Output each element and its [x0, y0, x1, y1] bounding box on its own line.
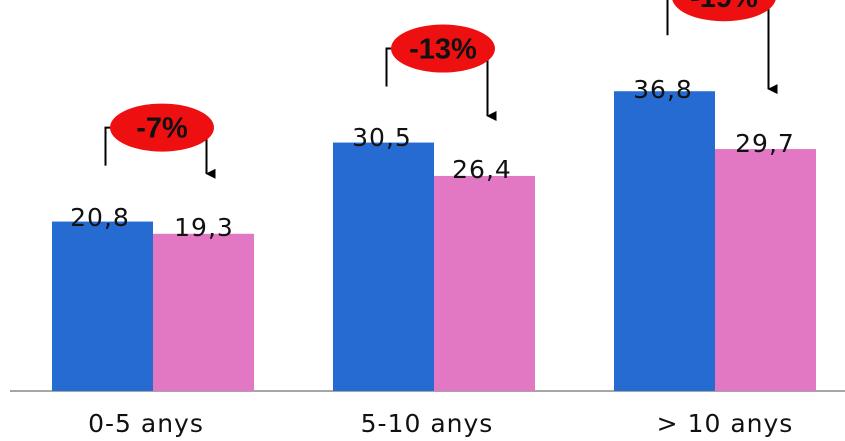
change-badge-0 — [110, 103, 214, 152]
value-label-s1-0: 19,3 — [174, 213, 234, 242]
value-label-s0-2: 36,8 — [633, 75, 693, 104]
bar-s1-0 — [153, 233, 254, 391]
value-label-s1-2: 29,7 — [735, 129, 795, 158]
bar-s1-2 — [715, 149, 816, 391]
change-badge-2 — [672, 0, 776, 22]
change-label-2: -19% — [690, 0, 758, 14]
category-label-2: > 10 anys — [657, 409, 794, 438]
change-arrow-2 — [666, 0, 778, 95]
change-badge-1 — [391, 24, 495, 73]
bar-s1-1 — [434, 175, 535, 391]
value-label-s0-1: 30,5 — [352, 123, 412, 152]
category-label-1: 5-10 anys — [361, 409, 494, 438]
bar-s0-1 — [333, 142, 434, 391]
change-label-1: -13% — [409, 34, 477, 66]
value-label-s1-1: 26,4 — [452, 155, 512, 184]
value-label-s0-0: 20,8 — [70, 203, 130, 232]
bar-s0-2 — [614, 91, 715, 391]
bar-s0-0 — [52, 221, 153, 391]
category-label-0: 0-5 anys — [88, 409, 204, 438]
change-label-0: -7% — [136, 113, 188, 145]
